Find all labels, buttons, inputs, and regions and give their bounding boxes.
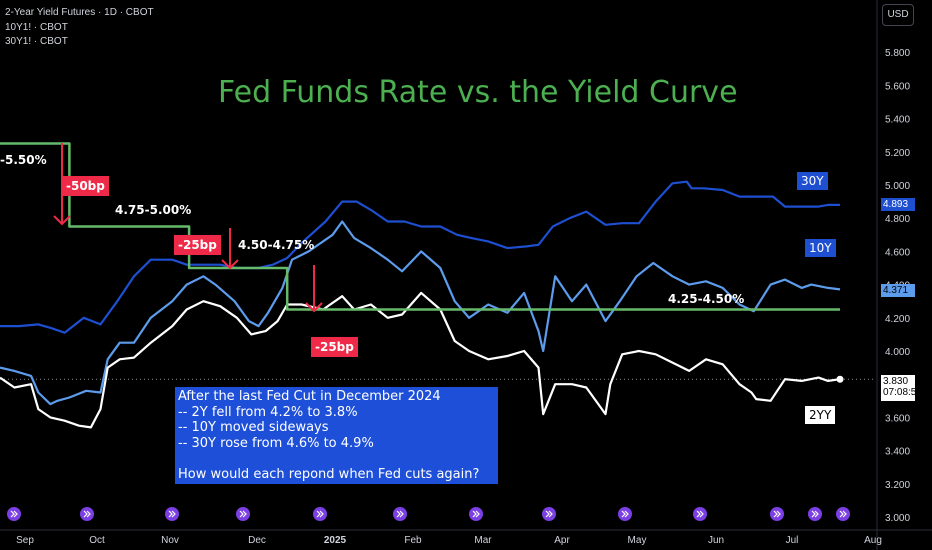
- event-icon[interactable]: [7, 507, 21, 521]
- x-tick-label: Oct: [89, 535, 105, 546]
- y-tick-label: 3.400: [885, 447, 910, 458]
- symbol-30y-label[interactable]: 30Y1! · CBOT: [5, 36, 68, 47]
- cut-label-25bp-nov: -25bp: [174, 235, 221, 255]
- event-icon[interactable]: [693, 507, 707, 521]
- price-tag-2y: 3.830 07:08:57: [881, 375, 922, 401]
- chart-title: Fed Funds Rate vs. the Yield Curve: [218, 75, 738, 110]
- x-tick-label: May: [628, 535, 647, 546]
- price-tag-10y: 4.371: [881, 284, 915, 297]
- cut-arrow-nov: [221, 228, 239, 270]
- x-tick-label: Apr: [554, 535, 570, 546]
- x-tick-label: Aug: [864, 535, 882, 546]
- symbol-10y-label[interactable]: 10Y1! · CBOT: [5, 22, 68, 33]
- y-tick-label: 5.400: [885, 115, 910, 126]
- x-tick-label: Nov: [161, 535, 179, 546]
- info-line: How would each repond when Fed cuts agai…: [178, 466, 480, 482]
- info-line: -- 30Y rose from 4.6% to 4.9%: [178, 435, 374, 451]
- y-tick-label: 4.000: [885, 347, 910, 358]
- last-value-dot-2y: [836, 375, 844, 383]
- event-icon[interactable]: [770, 507, 784, 521]
- y-tick-label: 5.800: [885, 48, 910, 59]
- y-tick-label: 3.200: [885, 480, 910, 491]
- event-icon[interactable]: [469, 507, 483, 521]
- y-tick-label: 5.000: [885, 181, 910, 192]
- info-box: After the last Fed Cut in December 2024 …: [175, 387, 498, 484]
- x-tick-label: Sep: [16, 535, 34, 546]
- price-2y-value: 3.830: [883, 376, 909, 387]
- series-label-30y: 30Y: [797, 172, 828, 190]
- event-icon[interactable]: [618, 507, 632, 521]
- event-icon[interactable]: [393, 507, 407, 521]
- event-icon[interactable]: [808, 507, 822, 521]
- y-tick-label: 4.800: [885, 214, 910, 225]
- range-label-3: 4.50-4.75%: [238, 238, 315, 252]
- plot-lines: [0, 142, 844, 429]
- x-tick-label: Mar: [474, 535, 492, 546]
- cut-label-50bp: -50bp: [62, 176, 109, 196]
- y-tick-label: 3.000: [885, 513, 910, 524]
- info-line: After the last Fed Cut in December 2024: [178, 389, 441, 404]
- x-tick-label: Jun: [708, 535, 724, 546]
- info-line: -- 10Y moved sideways: [178, 420, 329, 436]
- event-icon[interactable]: [313, 507, 327, 521]
- event-icon[interactable]: [836, 507, 850, 521]
- y-tick-label: 4.600: [885, 247, 910, 258]
- countdown-timer: 07:08:57: [883, 387, 922, 398]
- y-tick-label: 3.600: [885, 413, 910, 424]
- range-label-2: 4.75-5.00%: [115, 203, 192, 217]
- price-tag-30y: 4.893: [881, 198, 915, 211]
- series-line-30y[interactable]: [0, 180, 840, 334]
- y-tick-label: 5.600: [885, 81, 910, 92]
- main-symbol-label[interactable]: 2-Year Yield Futures · 1D · CBOT: [5, 7, 154, 18]
- cut-label-25bp-dec: -25bp: [311, 337, 358, 357]
- info-line: -- 2Y fell from 4.2% to 3.8%: [178, 404, 358, 420]
- x-tick-label: Feb: [404, 535, 422, 546]
- info-line: [178, 451, 495, 467]
- x-tick-label: Jul: [786, 535, 799, 546]
- y-tick-label: 5.200: [885, 148, 910, 159]
- series-line-2y[interactable]: [0, 291, 841, 429]
- event-icon[interactable]: [542, 507, 556, 521]
- series-line-10y[interactable]: [0, 220, 841, 406]
- series-label-10y: 10Y: [805, 239, 836, 257]
- series-label-2y: 2YY: [805, 406, 836, 424]
- event-icon[interactable]: [165, 507, 179, 521]
- x-tick-label: 2025: [324, 535, 347, 546]
- range-label-4: 4.25-4.50%: [668, 292, 745, 306]
- y-tick-label: 4.200: [885, 314, 910, 325]
- event-icon[interactable]: [80, 507, 94, 521]
- x-axis: Sep Oct Nov Dec 2025 Feb Mar Apr May Jun Jul Aug: [7, 507, 882, 546]
- currency-button[interactable]: USD: [882, 4, 914, 26]
- x-tick-label: Dec: [248, 535, 266, 546]
- cut-arrow-dec: [305, 265, 323, 313]
- range-label-1: -5.50%: [0, 153, 47, 167]
- event-icon[interactable]: [236, 507, 250, 521]
